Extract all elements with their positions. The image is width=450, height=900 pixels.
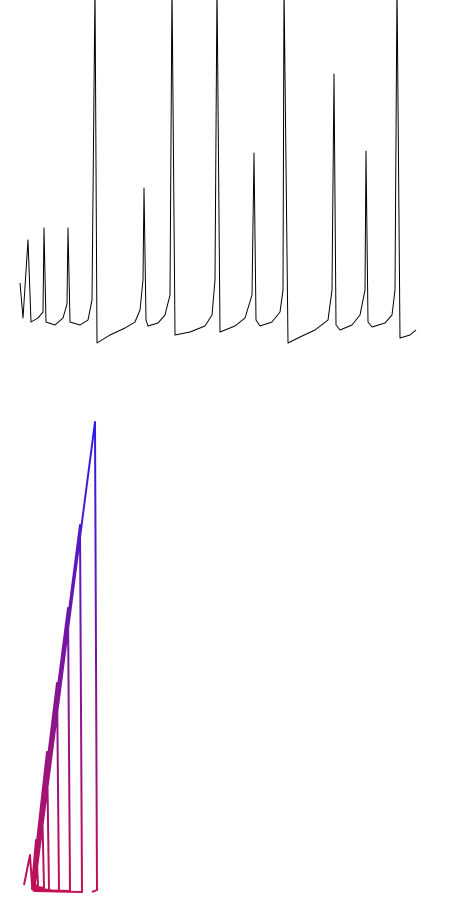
line (23, 421, 98, 893)
line (19, 0, 417, 344)
